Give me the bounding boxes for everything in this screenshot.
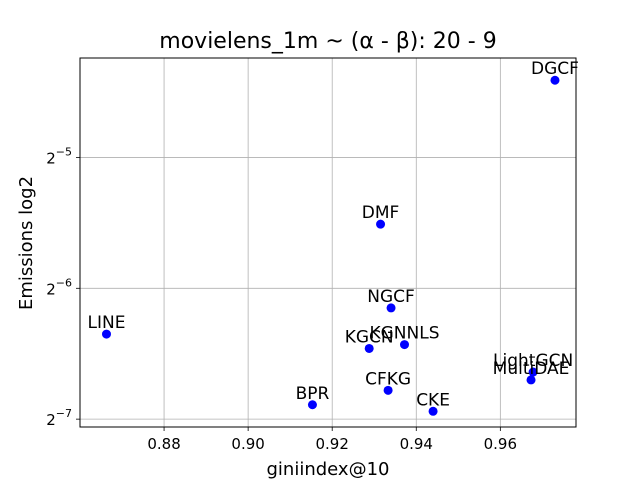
point-cke xyxy=(428,406,438,416)
point-ngcf xyxy=(386,303,396,313)
point-label-lightgcn: LightGCN xyxy=(493,351,573,371)
x-tick-label: 0.96 xyxy=(484,435,517,453)
point-dgcf xyxy=(550,75,560,85)
x-tick-label: 0.92 xyxy=(316,435,349,453)
point-line xyxy=(101,329,111,339)
x-tick-label: 0.90 xyxy=(231,435,264,453)
point-kgnnls xyxy=(400,340,410,350)
point-multidae xyxy=(526,375,536,385)
point-dmf xyxy=(376,219,386,229)
y-tick-label: 2−6 xyxy=(46,276,72,298)
point-cfkg xyxy=(383,385,393,395)
x-tick-label: 0.88 xyxy=(147,435,180,453)
point-label-dgcf: DGCF xyxy=(531,59,579,79)
plot-area-frame xyxy=(79,57,577,428)
chart-title: movielens_1m ~ (α - β): 20 - 9 xyxy=(159,29,496,54)
x-tick-label: 0.94 xyxy=(400,435,433,453)
point-label-cfkg: CFKG xyxy=(365,369,411,389)
grid-layer xyxy=(80,58,576,427)
point-label-ngcf: NGCF xyxy=(367,287,415,307)
point-label-bpr: BPR xyxy=(296,384,330,404)
point-bpr xyxy=(307,400,317,410)
point-lightgcn xyxy=(528,367,538,377)
tick-layer: 0.88 0.90 0.92 0.94 0.96 2−5 2−6 2−7 xyxy=(46,145,517,453)
point-label-kgnnls: KGNNLS xyxy=(369,324,439,344)
point-label-cke: CKE xyxy=(416,390,450,410)
y-tick-label: 2−7 xyxy=(46,407,72,429)
point-label-multidae: MultiDAE xyxy=(493,359,570,379)
point-label-kgcn: KGCN xyxy=(345,327,394,347)
y-tick-label: 2−5 xyxy=(46,145,72,167)
point-kgcn xyxy=(364,343,374,353)
x-axis-label: giniindex@10 xyxy=(267,459,390,480)
y-axis-label: Emissions log2 xyxy=(16,176,37,310)
point-label-dmf: DMF xyxy=(362,203,400,223)
point-label-line: LINE xyxy=(88,313,126,333)
